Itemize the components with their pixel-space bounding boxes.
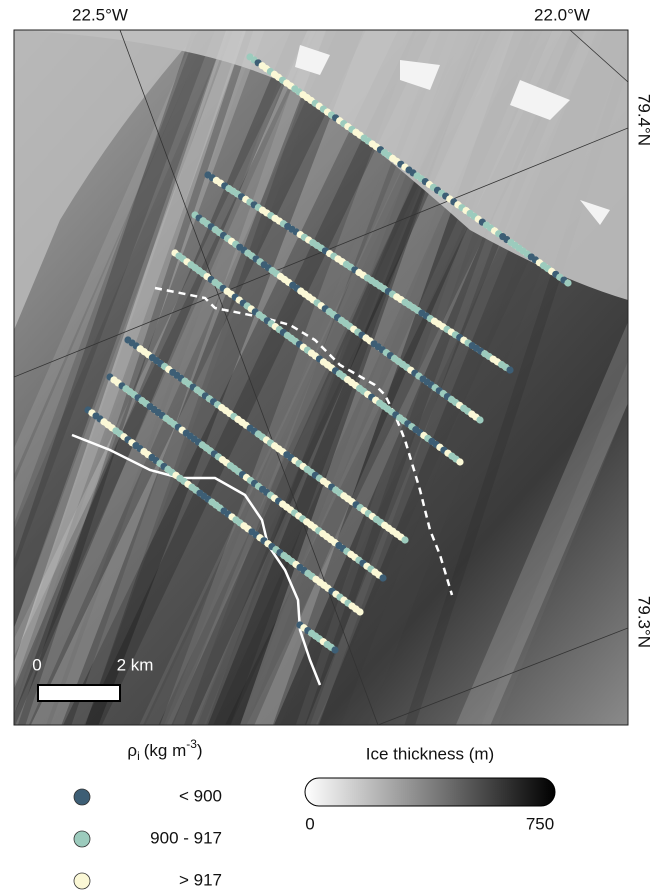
legend-marker [73, 830, 91, 848]
ice-streak [23, 30, 468, 725]
legend-marker [73, 872, 91, 890]
ice-streak [14, 30, 329, 725]
colorbar-tick: 750 [526, 814, 554, 833]
track-sample [476, 416, 484, 424]
ice-streak [14, 30, 369, 725]
track-sample [456, 458, 464, 466]
ice-streak [14, 30, 298, 725]
ice-streak [398, 30, 628, 725]
ice-streak [0, 0, 431, 863]
colorbar-title: Ice thickness (m) [366, 744, 494, 763]
colorbar-tick: 0 [305, 814, 314, 833]
colorbar [304, 777, 556, 807]
ice-streak [14, 30, 245, 725]
scale-bar [37, 684, 121, 702]
ice-streak [14, 30, 288, 725]
density-legend-title: ρi (kg m-3) [127, 737, 202, 763]
scale-label: 2 km [117, 655, 154, 674]
ice-streak [14, 30, 277, 725]
track-sample [356, 608, 364, 616]
ice-streak [106, 30, 475, 725]
track-sample [401, 536, 409, 544]
longitude-label: 22.5°W [72, 5, 128, 24]
track-sample [506, 366, 514, 374]
ice-streak [14, 30, 264, 725]
ice-streak [14, 30, 373, 725]
legend-label: < 900 [179, 786, 222, 805]
legend-label: > 917 [179, 870, 222, 889]
track-sample [331, 646, 339, 654]
latitude-label: 79.4°N [635, 94, 654, 146]
track-sample [379, 574, 387, 582]
scale-label: 0 [32, 655, 41, 674]
ice-streak [0, 0, 353, 854]
ice-streak [20, 30, 360, 725]
ice-streak [14, 30, 396, 725]
latitude-label: 79.3°N [635, 596, 654, 648]
legend-label: 900 - 917 [150, 828, 222, 847]
ice-streak [14, 30, 250, 725]
longitude-label: 22.0°W [534, 5, 590, 24]
track-sample [564, 279, 572, 287]
ice-streak [14, 30, 281, 725]
ice-streak [425, 30, 628, 725]
legend-marker [73, 788, 91, 806]
